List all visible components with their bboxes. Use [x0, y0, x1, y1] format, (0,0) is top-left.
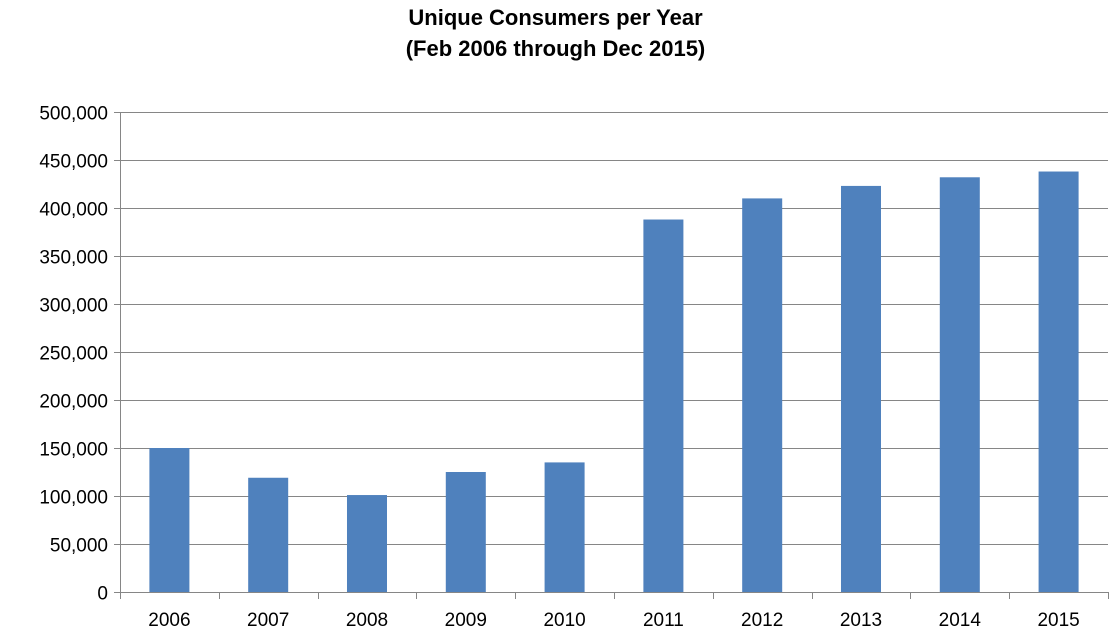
y-tick-label: 100,000: [39, 488, 108, 509]
bar: [1038, 171, 1079, 592]
bar: [445, 472, 486, 592]
bar: [544, 462, 585, 592]
x-tick-label: 2007: [247, 610, 289, 631]
x-tick-label: 2014: [939, 610, 982, 631]
y-tick-label: 450,000: [39, 152, 108, 173]
y-tick-label: 200,000: [39, 392, 108, 413]
y-tick-label: 300,000: [39, 296, 108, 317]
bars: [149, 171, 1079, 593]
bar: [643, 219, 684, 592]
x-tick-label: 2010: [543, 610, 585, 631]
x-tick-label: 2008: [346, 610, 388, 631]
x-tick-label: 2015: [1037, 610, 1079, 631]
chart-subtitle: (Feb 2006 through Dec 2015): [405, 36, 706, 61]
bar: [248, 477, 289, 592]
y-tick-label: 500,000: [39, 104, 108, 125]
x-tick-label: 2012: [741, 610, 783, 631]
bar: [346, 495, 387, 592]
axes: [114, 112, 1109, 599]
x-tick-label: 2011: [643, 610, 684, 631]
y-tick-label: 0: [97, 584, 108, 605]
bar: [742, 198, 783, 592]
y-tick-label: 150,000: [39, 440, 108, 461]
x-tick-label: 2006: [148, 610, 190, 631]
bar: [149, 448, 190, 592]
x-tick-label: 2013: [840, 610, 882, 631]
y-tick-label: 250,000: [39, 344, 108, 365]
x-tick-label: 2009: [445, 610, 487, 631]
chart-title: Unique Consumers per Year: [408, 5, 703, 30]
bar: [840, 185, 881, 593]
y-tick-label: 350,000: [39, 248, 108, 269]
y-tick-label: 400,000: [39, 200, 108, 221]
tick-labels: 0 50,000 100,000 150,000 200,000 250,000 300,0…: [39, 104, 1079, 632]
chart-title-block: Unique Consumers per Year (Feb 2006 thro…: [0, 2, 1111, 64]
y-tick-label: 50,000: [50, 536, 108, 557]
bar: [939, 177, 980, 592]
